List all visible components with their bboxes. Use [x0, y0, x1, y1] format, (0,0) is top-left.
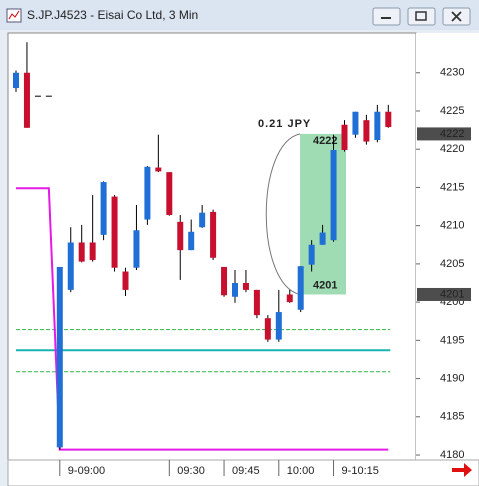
- window-title: S.JP.J4523 - Eisai Co Ltd, 3 Min: [27, 8, 198, 22]
- candle-body: [78, 242, 85, 262]
- measure-low-label: 4201: [313, 279, 337, 291]
- candle-body: [363, 120, 370, 142]
- maximize-button[interactable]: [407, 7, 436, 26]
- candle-body: [341, 124, 348, 150]
- y-tick-label: 4190: [440, 372, 464, 384]
- candle-body: [253, 289, 260, 316]
- price-tag: [417, 287, 471, 301]
- candle-body: [34, 95, 41, 97]
- candle-body: [374, 111, 381, 141]
- candle-body: [188, 231, 195, 251]
- candle-body: [286, 294, 293, 303]
- price-tag-label: 4222: [440, 128, 464, 140]
- candle-body: [221, 266, 228, 296]
- y-tick-label: 4210: [440, 220, 464, 232]
- candle-body: [133, 230, 140, 268]
- x-tick-label: 09:45: [232, 465, 260, 477]
- candle-body: [166, 172, 173, 215]
- y-tick-label: 4220: [440, 143, 464, 155]
- price-axis: [416, 33, 479, 460]
- close-button[interactable]: [442, 7, 471, 26]
- candle-body: [210, 211, 217, 258]
- price-tag-label: 4201: [440, 288, 464, 300]
- candle-body: [275, 312, 282, 340]
- candle-body: [67, 242, 74, 290]
- indicator-line: [16, 187, 389, 451]
- y-tick-label: 4230: [440, 67, 464, 79]
- y-tick-label: 4225: [440, 105, 464, 117]
- candle-body: [111, 196, 118, 268]
- x-tick-label: 09:30: [177, 465, 205, 477]
- candle-body: [308, 244, 315, 265]
- candle-body: [232, 283, 238, 297]
- y-tick-label: 4215: [440, 181, 464, 193]
- window-icon-graph: [8, 10, 20, 20]
- candle-body: [122, 271, 129, 290]
- scroll-right-arrow[interactable]: [452, 463, 472, 477]
- x-tick-label: 9-09:00: [68, 465, 105, 477]
- candle-body: [89, 242, 96, 261]
- candle-body: [100, 182, 107, 235]
- y-tick-label: 4205: [440, 258, 464, 270]
- candle-body: [352, 111, 359, 135]
- x-tick-label: 10:00: [287, 465, 315, 477]
- measure-box: [300, 133, 346, 295]
- plot: 4180418541904195420042054210421542204225…: [13, 42, 471, 477]
- candle-body: [297, 266, 304, 310]
- candle-body: [155, 167, 162, 172]
- candle-body: [177, 221, 184, 251]
- candle-body: [199, 212, 206, 228]
- candle-body: [23, 72, 30, 128]
- candle-body: [242, 283, 249, 290]
- candle-body: [319, 232, 326, 245]
- measure-label: 0.21 JPY: [258, 118, 311, 130]
- measure-high-label: 4222: [313, 135, 337, 147]
- x-tick-label: 9-10:15: [342, 465, 379, 477]
- minimize-button[interactable]: [372, 7, 401, 26]
- candle-body: [330, 149, 337, 241]
- time-axis: [7, 459, 479, 486]
- price-tag: [417, 127, 471, 141]
- candle-body: [385, 111, 392, 128]
- measure-arc: [265, 133, 301, 295]
- y-tick-label: 4180: [440, 449, 464, 461]
- candle-body: [45, 95, 52, 97]
- y-tick-label: 4185: [440, 411, 464, 423]
- candle-body: [264, 318, 271, 340]
- candle-body: [56, 266, 63, 448]
- candle-body: [144, 166, 151, 220]
- candle-body: [13, 72, 19, 89]
- y-tick-label: 4195: [440, 334, 464, 346]
